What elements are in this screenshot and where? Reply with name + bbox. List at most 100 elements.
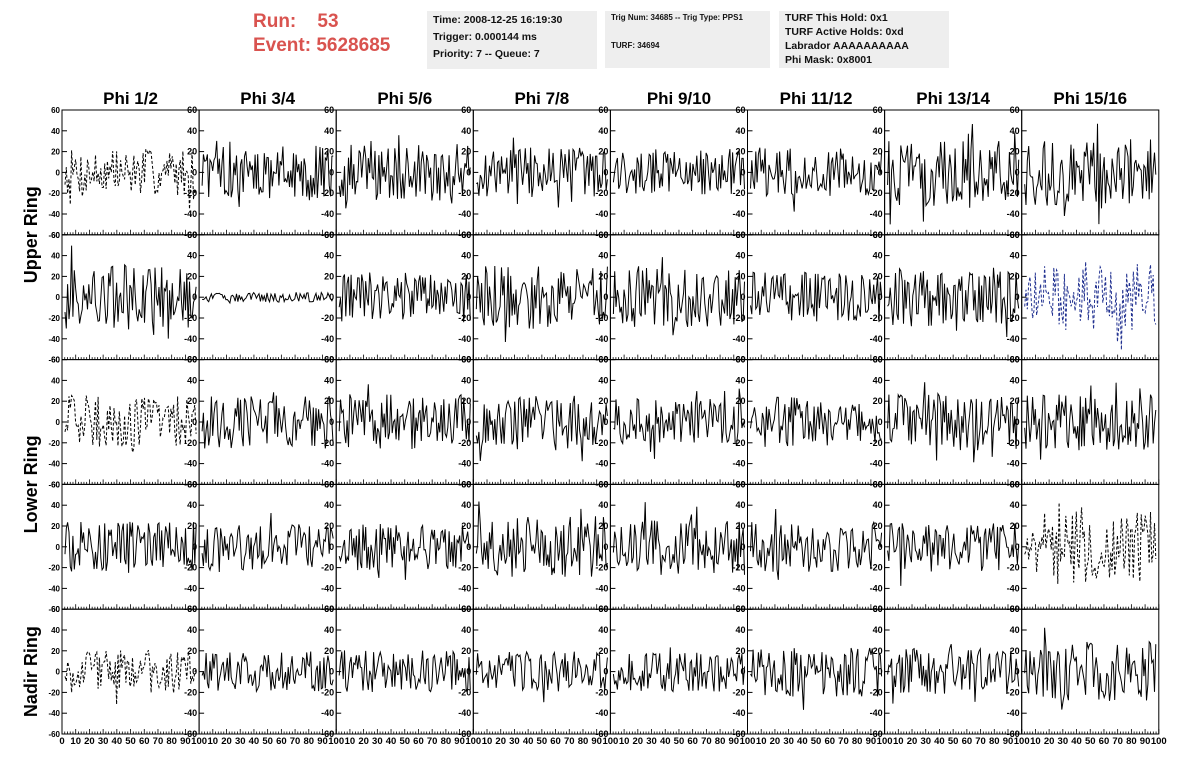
waveform-trace-r3-c7 bbox=[887, 382, 1020, 463]
y-tick-label-r3-c8: 20 bbox=[1010, 396, 1020, 406]
waveform-trace-r5-c3 bbox=[338, 649, 471, 693]
y-tick-label-r3-c6: 60 bbox=[735, 355, 745, 365]
waveform-trace-r4-c6 bbox=[750, 508, 883, 580]
y-tick-label-r3-c1: -20 bbox=[48, 439, 60, 448]
x-tick-label-c1: 40 bbox=[112, 736, 123, 747]
x-tick-label-c8: 70 bbox=[1112, 736, 1123, 747]
y-tick-label-r3-c2: 60 bbox=[187, 355, 197, 365]
x-tick-label-c7: 70 bbox=[975, 736, 986, 747]
y-tick-label-r2-c2: -20 bbox=[184, 313, 197, 323]
y-tick-label-r5-c6: 0 bbox=[740, 667, 745, 677]
y-tick-label-r4-c7: 0 bbox=[878, 542, 883, 552]
y-tick-label-r4-c6: 0 bbox=[740, 542, 745, 552]
turf-num-line: TURF: 34694 bbox=[611, 41, 660, 50]
y-tick-label-r2-c6: 20 bbox=[735, 271, 745, 281]
y-tick-label-r2-c5: 0 bbox=[603, 292, 608, 302]
y-tick-label-r4-c7: -40 bbox=[870, 583, 883, 593]
y-tick-label-r3-c5: -20 bbox=[595, 438, 608, 448]
x-tick-label-c6: 60 bbox=[824, 736, 835, 747]
x-tick-label-c4: 100 bbox=[602, 736, 618, 747]
x-tick-label-c1: 50 bbox=[125, 736, 136, 747]
waveform-trace-r1-c8 bbox=[1024, 123, 1157, 225]
y-tick-label-r2-c4: 20 bbox=[461, 271, 471, 281]
y-tick-label-r4-c6: 40 bbox=[735, 500, 745, 510]
y-tick-label-r2-c7: -20 bbox=[870, 313, 883, 323]
y-tick-label-r5-c3: -60 bbox=[321, 729, 334, 739]
y-tick-label-r4-c8: 40 bbox=[1010, 500, 1020, 510]
y-tick-label-r3-c5: -40 bbox=[595, 459, 608, 469]
x-tick-label-c3: 10 bbox=[345, 736, 356, 747]
y-tick-label-r4-c2: -20 bbox=[184, 563, 197, 573]
panel-frame-r3-c7 bbox=[884, 359, 1023, 485]
waveform-trace-r4-c2 bbox=[201, 512, 334, 573]
x-tick-label-c4: 10 bbox=[482, 736, 493, 747]
x-tick-label-c2: 80 bbox=[303, 736, 314, 747]
x-tick-label-c3: 50 bbox=[399, 736, 410, 747]
y-tick-label-r2-c2: 40 bbox=[187, 251, 197, 261]
x-tick-label-c1: 70 bbox=[153, 736, 164, 747]
y-tick-label-r4-c2: 60 bbox=[187, 479, 197, 489]
ring-label-2: Nadir Ring bbox=[21, 626, 41, 717]
y-tick-label-r5-c6: 60 bbox=[735, 604, 745, 614]
y-tick-label-r5-c3: 40 bbox=[324, 625, 334, 635]
x-tick-label-c1: 90 bbox=[180, 736, 191, 747]
y-tick-label-r3-c1: -40 bbox=[48, 460, 60, 469]
x-tick-label-c8: 80 bbox=[1126, 736, 1137, 747]
y-tick-label-r5-c8: 40 bbox=[1010, 625, 1020, 635]
waveform-trace-r2-c8 bbox=[1024, 261, 1157, 350]
y-tick-label-r3-c5: 20 bbox=[598, 396, 608, 406]
run-line: Run: 53 bbox=[253, 10, 423, 34]
y-tick-label-r4-c3: 20 bbox=[324, 521, 334, 531]
y-tick-label-r3-c1: 60 bbox=[51, 356, 60, 365]
x-tick-label-c4: 80 bbox=[578, 736, 589, 747]
y-tick-label-r1-c6: 0 bbox=[740, 167, 745, 177]
y-tick-label-r5-c7: -20 bbox=[870, 687, 883, 697]
waveform-trace-r2-c3 bbox=[338, 272, 471, 323]
y-tick-label-r3-c8: 40 bbox=[1010, 375, 1020, 385]
y-tick-label-r5-c4: -20 bbox=[458, 687, 471, 697]
y-tick-label-r5-c7: -40 bbox=[870, 708, 883, 718]
y-tick-label-r5-c7: 60 bbox=[873, 604, 883, 614]
trigger-info-box: Trig Num: 34685 -- Trig Type: PPS1 TURF:… bbox=[605, 11, 770, 68]
y-tick-label-r4-c6: -20 bbox=[732, 563, 745, 573]
y-tick-label-r2-c7: 0 bbox=[878, 292, 883, 302]
x-tick-label-c2: 100 bbox=[328, 736, 344, 747]
y-tick-label-r2-c8: 60 bbox=[1010, 230, 1020, 240]
x-tick-label-c1: 100 bbox=[191, 736, 207, 747]
y-tick-label-r3-c7: 0 bbox=[878, 417, 883, 427]
y-tick-label-r4-c8: -20 bbox=[1007, 563, 1020, 573]
x-tick-label-c6: 70 bbox=[838, 736, 849, 747]
waveform-trace-r2-c7 bbox=[887, 267, 1020, 338]
y-tick-label-r4-c1: -40 bbox=[48, 584, 60, 593]
y-tick-label-r3-c7: 20 bbox=[873, 396, 883, 406]
phi-mask-line: Phi Mask: 0x8001 bbox=[785, 54, 872, 66]
y-tick-label-r2-c4: 0 bbox=[466, 292, 471, 302]
x-tick-label-c8: 50 bbox=[1085, 736, 1096, 747]
y-tick-label-r3-c3: -20 bbox=[321, 438, 334, 448]
x-tick-label-c3: 70 bbox=[427, 736, 438, 747]
y-tick-label-r5-c7: 0 bbox=[878, 667, 883, 677]
waveform-trace-r2-c5 bbox=[612, 257, 745, 336]
y-tick-label-r1-c2: 40 bbox=[187, 126, 197, 136]
y-tick-label-r3-c3: 40 bbox=[324, 375, 334, 385]
y-tick-label-r2-c5: 20 bbox=[598, 271, 608, 281]
x-tick-label-c4: 30 bbox=[509, 736, 520, 747]
y-tick-label-r4-c8: 0 bbox=[1015, 542, 1020, 552]
y-tick-label-r4-c3: 40 bbox=[324, 500, 334, 510]
y-tick-label-r2-c6: 40 bbox=[735, 251, 745, 261]
y-tick-label-r4-c1: 60 bbox=[51, 480, 60, 489]
y-tick-label-r4-c4: 60 bbox=[461, 479, 471, 489]
y-tick-label-r5-c2: -20 bbox=[184, 687, 197, 697]
y-tick-label-r1-c7: 20 bbox=[873, 147, 883, 157]
y-tick-label-r5-c1: 20 bbox=[51, 647, 60, 656]
x-tick-label-c8: 90 bbox=[1140, 736, 1151, 747]
y-tick-label-r1-c8: 0 bbox=[1015, 167, 1020, 177]
y-tick-label-r3-c8: -40 bbox=[1007, 459, 1020, 469]
y-tick-label-r4-c2: 20 bbox=[187, 521, 197, 531]
turf-hold-line: TURF This Hold: 0x1 bbox=[785, 12, 888, 24]
y-tick-label-r3-c1: 40 bbox=[51, 376, 60, 385]
x-tick-label-c5: 50 bbox=[674, 736, 685, 747]
x-tick-label-c7: 30 bbox=[920, 736, 931, 747]
y-tick-label-r2-c5: 60 bbox=[598, 230, 608, 240]
y-tick-label-r1-c7: 60 bbox=[873, 105, 883, 115]
